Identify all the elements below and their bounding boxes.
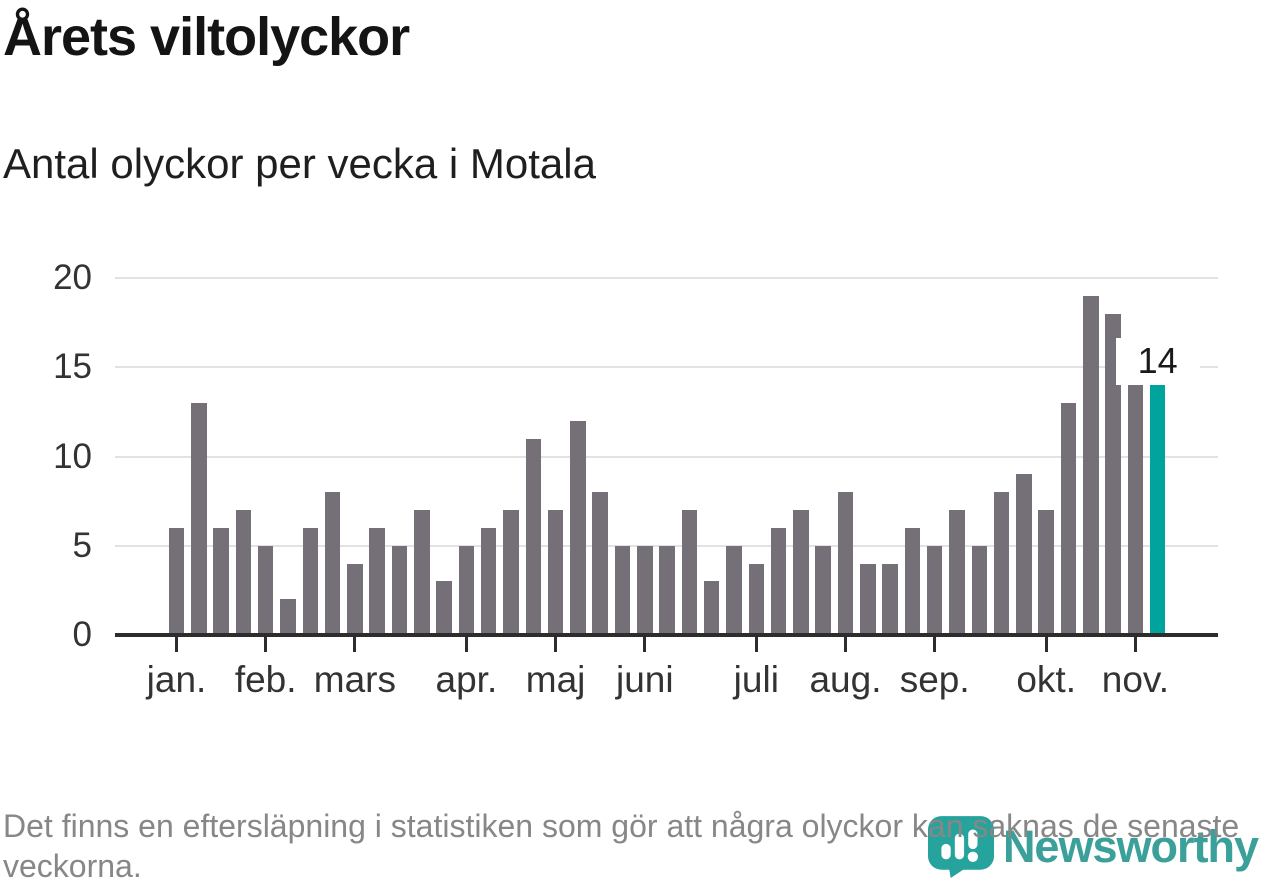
x-axis-label-apr: apr.: [435, 659, 498, 700]
x-axis-label-jan: jan.: [146, 659, 207, 700]
y-axis: 0 5 10 15 20: [0, 258, 92, 654]
x-axis-label-feb: feb.: [234, 659, 297, 700]
bar-week: [592, 492, 608, 635]
x-axis-tick-feb: [264, 637, 268, 652]
x-axis-tick-juli: [754, 637, 758, 652]
bar-week: [703, 581, 720, 635]
bar-week-highlight: [1149, 385, 1166, 635]
highlight-value-label: 14: [1115, 338, 1200, 386]
bar-week: [993, 492, 1010, 635]
x-axis-tick-nov: [1133, 637, 1137, 652]
bar-week: [837, 492, 854, 635]
bar-chart-plot-area: jan. feb. mars apr. maj juni juli aug. sep. okt. n…: [115, 258, 1218, 700]
y-axis-label-10: 10: [53, 436, 92, 476]
x-axis-tick-sep: [933, 637, 937, 652]
bar-week: [681, 510, 698, 635]
x-axis-tick-maj: [554, 637, 558, 652]
bar-week: [882, 563, 898, 635]
x-axis-label-okt: okt.: [1016, 659, 1076, 700]
bar-week: [436, 581, 452, 635]
newsworthy-logo-icon: [927, 816, 994, 878]
bar-week: [971, 545, 988, 635]
chart-subtitle: Antal olyckor per vecka i Motala: [3, 140, 596, 187]
bar-week: [904, 527, 921, 635]
x-axis-label-aug: aug.: [809, 659, 882, 700]
bar-week: [347, 563, 363, 635]
gridline-y10: [115, 455, 1218, 458]
x-axis-label-sep: sep.: [899, 659, 970, 700]
bar-week: [525, 438, 542, 635]
x-axis-tick-mars: [353, 637, 357, 652]
bar-week: [191, 403, 207, 635]
bar-week: [480, 527, 497, 635]
y-axis-label-20: 20: [53, 258, 92, 298]
bar-week: [949, 510, 965, 635]
bar-week: [815, 545, 831, 635]
y-axis-label-0: 0: [72, 615, 92, 654]
bar-week: [570, 420, 586, 635]
bar-week: [637, 545, 653, 635]
x-axis-label-maj: maj: [525, 659, 586, 700]
bar-week: [770, 527, 787, 635]
bar-week: [391, 545, 408, 635]
gridline-y20: [115, 277, 1218, 280]
bar-week: [503, 510, 519, 635]
x-axis-label-juni: juni: [615, 659, 674, 700]
newsworthy-logo: Newsworthy: [927, 816, 1259, 878]
bar-week: [748, 563, 765, 635]
bar-week: [1083, 296, 1099, 635]
footnote: Det finns en eftersläpning i statistiken…: [3, 808, 1240, 879]
newsworthy-wordmark: Newsworthy: [1002, 821, 1259, 872]
y-axis-label-5: 5: [72, 525, 92, 565]
bar-week: [280, 599, 296, 635]
x-axis-tick-juni: [643, 637, 647, 652]
bar-week: [659, 545, 675, 635]
x-axis-tick-jan: [175, 637, 178, 652]
bar-week: [1016, 474, 1032, 635]
bar-week: [414, 510, 430, 635]
x-axis-tick-aug: [844, 637, 847, 652]
bar-week: [926, 545, 943, 635]
bar-week: [168, 527, 185, 635]
bar-week: [1127, 385, 1144, 635]
chart-title: Årets viltolyckor: [3, 7, 410, 67]
x-axis-label-mars: mars: [313, 659, 396, 700]
bar-week: [1105, 313, 1121, 635]
bar-week: [458, 545, 475, 635]
x-axis-label-nov: nov.: [1101, 659, 1169, 700]
bar-week: [1060, 403, 1077, 635]
bar-week: [793, 510, 809, 635]
bar-week: [302, 527, 319, 635]
bar-week: [726, 545, 742, 635]
x-axis-label-juli: juli: [733, 659, 779, 700]
bar-week: [213, 527, 229, 635]
bar-week: [1038, 510, 1054, 635]
x-axis-tick-apr: [464, 637, 468, 652]
bar-week: [547, 510, 564, 635]
x-axis-tick-okt: [1044, 637, 1048, 652]
y-axis-label-15: 15: [53, 347, 92, 387]
bar-week: [614, 545, 631, 635]
bar-week: [324, 492, 341, 635]
bar-week: [235, 510, 252, 635]
bar-week: [369, 527, 385, 635]
bar-week: [257, 545, 274, 635]
gridline-y15: [115, 366, 1218, 369]
bar-week: [860, 563, 876, 635]
